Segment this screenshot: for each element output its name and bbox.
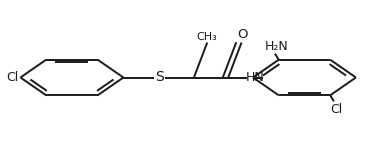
Text: Cl: Cl	[6, 71, 18, 84]
Text: HN: HN	[245, 71, 264, 84]
Text: CH₃: CH₃	[197, 32, 218, 42]
Text: H₂N: H₂N	[265, 40, 289, 53]
Text: O: O	[237, 28, 248, 41]
Text: S: S	[155, 71, 164, 84]
Text: Cl: Cl	[330, 103, 342, 116]
